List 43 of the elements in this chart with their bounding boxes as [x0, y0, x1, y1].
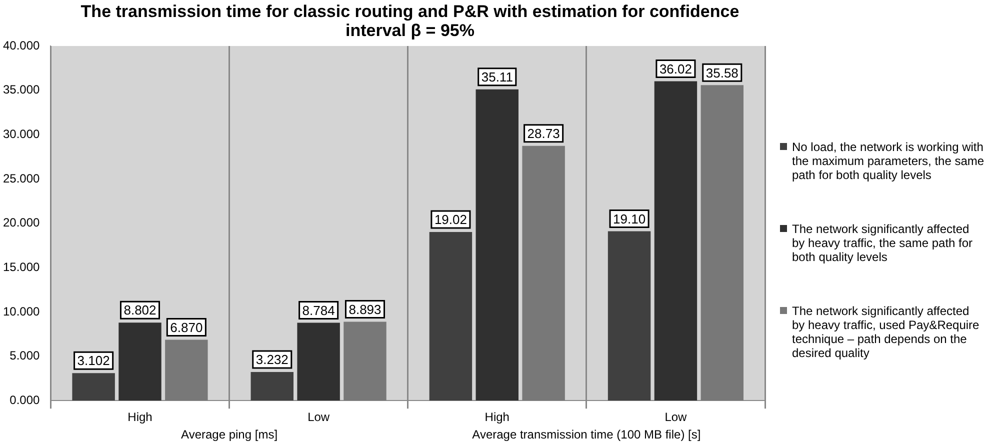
data-label: 35.58 [706, 65, 738, 80]
y-tick-label: 0.000 [10, 392, 40, 407]
legend-label: The network significantly affected by heavy traffic, the same path for both quality levels [792, 222, 974, 264]
bar [608, 231, 651, 401]
bar [72, 373, 115, 401]
y-tick-label: 30.000 [3, 126, 40, 141]
data-label: 8.893 [348, 302, 382, 317]
data-label: 8.802 [124, 302, 156, 318]
data-label: 8.784 [302, 302, 335, 318]
bar [250, 372, 294, 401]
y-tick-label: 40.000 [3, 38, 40, 52]
y-tick-label: 20.000 [3, 216, 40, 230]
legend-label: No load, the network is working with the maximum parameters, the same path for both quality levels [792, 140, 985, 182]
bar [654, 81, 698, 401]
data-label: 3.232 [256, 352, 288, 368]
y-tick-label: 5.000 [10, 348, 40, 363]
text: Average ping [ms] [181, 427, 278, 442]
data-label: 35.11 [481, 69, 513, 84]
bar [522, 146, 565, 401]
data-label: 19.02 [434, 212, 467, 228]
y-tick-label: 25.000 [3, 171, 40, 186]
x-tick-label: High [128, 410, 152, 424]
y-tick-label: 10.000 [3, 304, 40, 318]
data-label: 36.02 [659, 61, 692, 76]
bar [118, 322, 162, 401]
y-tick-label: 15.000 [3, 260, 40, 274]
bar [700, 85, 744, 401]
bar [429, 232, 472, 401]
data-label: 28.73 [527, 126, 560, 141]
x-tick-label: Low [664, 410, 688, 424]
x-tick-label: Low [308, 410, 330, 424]
bar [344, 322, 386, 401]
data-label: 19.10 [613, 211, 646, 226]
bar [297, 322, 340, 401]
x-tick-label: High [484, 410, 510, 424]
y-tick-label: 35.000 [3, 82, 40, 97]
text: Average transmission time (100 MB file) [s] [472, 427, 701, 442]
bar [165, 340, 208, 401]
bar [476, 89, 518, 401]
data-label: 6.870 [170, 320, 203, 335]
data-label: 3.102 [77, 353, 110, 368]
legend-label: The network significantly affected by heavy traffic, used Pay&Require technique – path depends on the desired quality [792, 304, 980, 360]
chart-title: The transmission time for classic routing and P&R with estimation for confidence interval β = 95% [80, 2, 740, 40]
